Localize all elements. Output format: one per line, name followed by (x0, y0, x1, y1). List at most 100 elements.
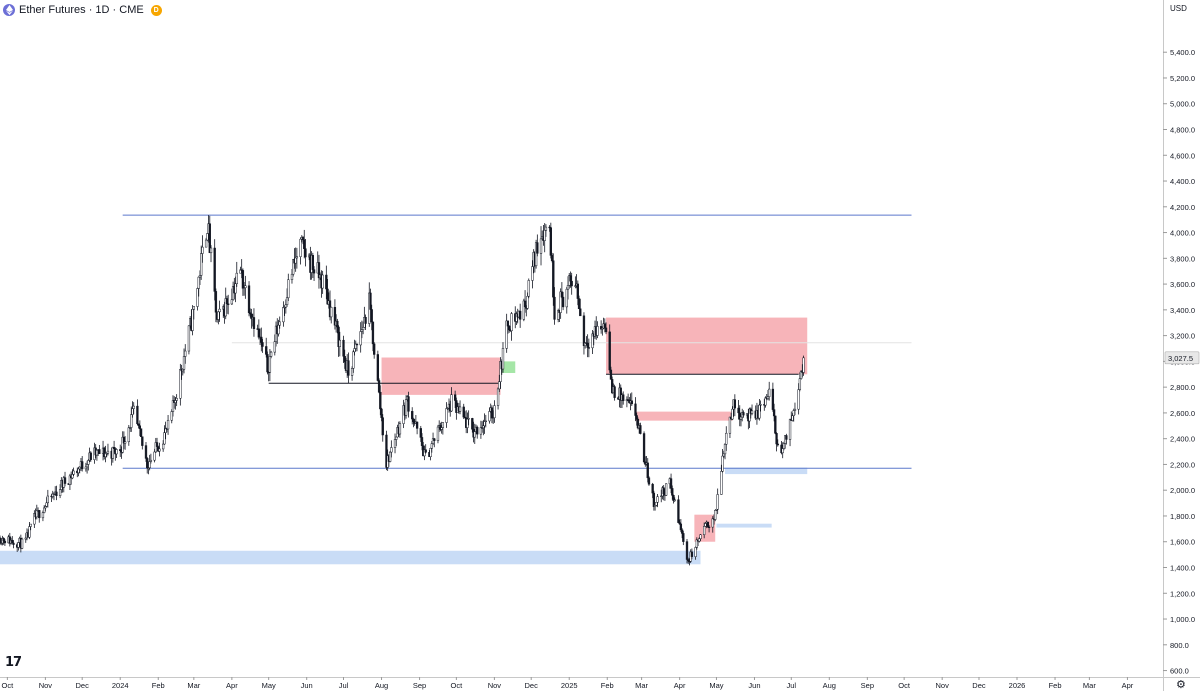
candle-body (550, 255, 554, 261)
y-tick-label: 4,400.0 (1170, 177, 1195, 186)
candle (430, 441, 433, 453)
candle (793, 402, 797, 416)
candle-body (526, 295, 529, 309)
candle (646, 458, 649, 483)
candle-body (721, 455, 724, 472)
tradingview-logo[interactable]: 17 (5, 655, 22, 670)
candle (526, 292, 529, 310)
y-tick-label: 4,200.0 (1170, 203, 1195, 212)
candle-body (395, 436, 398, 440)
candle (347, 352, 350, 384)
candle-body (544, 226, 548, 231)
last-price-label: 3,027.5 (1168, 354, 1193, 363)
candle (411, 407, 414, 425)
candle (115, 448, 118, 459)
candle-body (430, 443, 433, 449)
candle-body (200, 253, 203, 276)
candle-body (241, 270, 245, 289)
candle-body (388, 451, 392, 462)
x-tick-label: Feb (152, 681, 165, 690)
x-tick-label: Mar (1083, 681, 1096, 690)
x-tick-label: Aug (375, 681, 388, 690)
candle (144, 441, 148, 462)
candle-body (561, 296, 565, 308)
candle (560, 282, 564, 299)
candle (295, 247, 299, 269)
candle (321, 270, 324, 294)
candle (635, 412, 638, 426)
candle (601, 327, 604, 336)
candle (720, 464, 723, 495)
candle-body (46, 495, 49, 504)
candle-body (284, 304, 287, 308)
candle (11, 536, 14, 544)
candle (141, 436, 144, 450)
candle-body (353, 348, 356, 353)
candle (473, 423, 476, 444)
candle (721, 449, 724, 473)
candle (519, 303, 522, 328)
candle (163, 425, 166, 445)
x-tick-label: 2026 (1009, 681, 1026, 690)
candle-body (330, 307, 333, 318)
candle-body (265, 346, 268, 355)
candle-body (218, 308, 221, 313)
candle (208, 215, 211, 254)
currency-label[interactable]: USD (1170, 4, 1187, 13)
candle (282, 301, 285, 327)
candle-body (370, 309, 373, 323)
candle (72, 467, 75, 477)
candle (781, 442, 784, 459)
candle (235, 261, 238, 287)
candle (179, 363, 182, 406)
candle-body (12, 542, 15, 545)
candle-body (277, 324, 280, 335)
candle-body (235, 272, 238, 284)
candle-body (144, 445, 148, 459)
candle (420, 433, 424, 451)
x-tick-label: Nov (488, 681, 502, 690)
candle (788, 418, 792, 447)
candle (653, 504, 657, 511)
candle-body (132, 405, 135, 409)
zone-red-2 (606, 317, 808, 375)
candle (797, 383, 800, 415)
candle-body (71, 474, 74, 479)
candle-body (352, 351, 355, 369)
levels-layer (122, 214, 912, 469)
candle (147, 467, 150, 475)
candle-body (476, 426, 479, 435)
candle-body (191, 309, 194, 331)
candle (439, 422, 442, 432)
delayed-data-badge[interactable]: D (150, 4, 162, 16)
candle-body (453, 394, 457, 401)
candle-body (707, 526, 711, 529)
candle-body (163, 432, 166, 445)
y-tick-label: 1,000.0 (1170, 615, 1195, 624)
candle (785, 433, 788, 445)
candle (407, 391, 410, 418)
candle-body (647, 477, 651, 485)
last-price-badge (1164, 351, 1200, 365)
candle-body (412, 418, 415, 423)
candle (768, 381, 771, 401)
candle (44, 505, 47, 512)
candle (277, 319, 280, 337)
candle-body (656, 496, 659, 503)
candle (699, 533, 702, 542)
symbol-header[interactable]: Ether Futures · 1D · CME D (3, 2, 162, 18)
gear-icon[interactable]: ⚙ (1176, 679, 1186, 691)
candle (12, 540, 15, 549)
candle (132, 402, 135, 415)
candle-body (290, 273, 294, 281)
candle (651, 482, 654, 499)
y-tick-label: 5,000.0 (1170, 100, 1195, 109)
candle (217, 311, 220, 325)
candle (373, 342, 376, 359)
candle-body (379, 391, 382, 410)
candle (694, 546, 697, 560)
candle-body (55, 491, 58, 496)
candle (330, 306, 333, 324)
candle-body (714, 510, 717, 520)
